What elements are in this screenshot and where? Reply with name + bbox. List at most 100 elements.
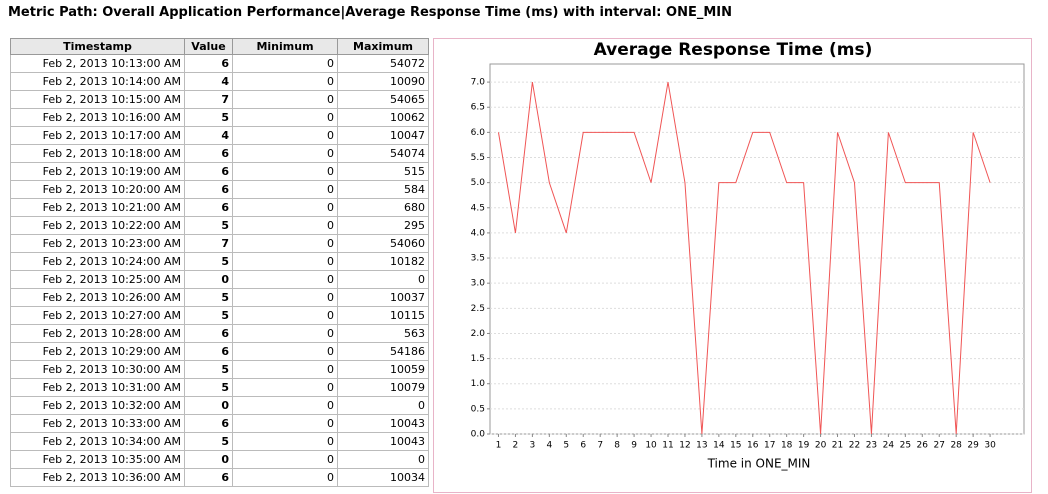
column-header: Maximum bbox=[337, 38, 429, 55]
table-cell: 0 bbox=[232, 54, 338, 73]
x-tick-label: 18 bbox=[781, 441, 793, 451]
table-cell: Feb 2, 2013 10:28:00 AM bbox=[10, 324, 185, 343]
table-row: Feb 2, 2013 10:29:00 AM 6 0 54186 bbox=[10, 342, 429, 361]
table-cell: 5 bbox=[184, 252, 233, 271]
table-cell: 0 bbox=[337, 396, 429, 415]
table-cell: 0 bbox=[232, 216, 338, 235]
table-row: Feb 2, 2013 10:21:00 AM 6 0 680 bbox=[10, 198, 429, 217]
table-row: Feb 2, 2013 10:34:00 AM 5 0 10043 bbox=[10, 432, 429, 451]
y-tick-label: 2.5 bbox=[471, 304, 485, 314]
chart-title: Average Response Time (ms) bbox=[594, 40, 873, 60]
table-cell: 54065 bbox=[337, 90, 429, 109]
table-row: Feb 2, 2013 10:35:00 AM 0 0 0 bbox=[10, 450, 429, 469]
x-tick-label: 3 bbox=[530, 441, 536, 451]
table-cell: 0 bbox=[184, 450, 233, 469]
table-row: Feb 2, 2013 10:14:00 AM 4 0 10090 bbox=[10, 72, 429, 91]
x-tick-label: 24 bbox=[883, 441, 895, 451]
table-cell: 0 bbox=[232, 270, 338, 289]
table-row: Feb 2, 2013 10:31:00 AM 5 0 10079 bbox=[10, 378, 429, 397]
x-tick-label: 23 bbox=[866, 441, 877, 451]
table-cell: 10090 bbox=[337, 72, 429, 91]
x-tick-label: 2 bbox=[513, 441, 519, 451]
table-cell: Feb 2, 2013 10:16:00 AM bbox=[10, 108, 185, 127]
table-cell: 10059 bbox=[337, 360, 429, 379]
x-tick-label: 6 bbox=[580, 441, 586, 451]
table-cell: 10182 bbox=[337, 252, 429, 271]
x-tick-label: 26 bbox=[917, 441, 929, 451]
x-tick-label: 22 bbox=[849, 441, 860, 451]
x-tick-label: 10 bbox=[645, 441, 657, 451]
x-tick-label: 9 bbox=[631, 441, 637, 451]
x-axis-label: Time in ONE_MIN bbox=[707, 457, 811, 471]
table-cell: 6 bbox=[184, 324, 233, 343]
y-tick-label: 6.5 bbox=[471, 103, 485, 113]
table-cell: 680 bbox=[337, 198, 429, 217]
table-cell: Feb 2, 2013 10:24:00 AM bbox=[10, 252, 185, 271]
table-cell: Feb 2, 2013 10:17:00 AM bbox=[10, 126, 185, 145]
data-table: Timestamp Value Minimum Maximum Feb 2, 2013… bbox=[10, 38, 429, 487]
table-row: Feb 2, 2013 10:18:00 AM 6 0 54074 bbox=[10, 144, 429, 163]
chart: Average Response Time (ms) Time in ONE_M… bbox=[433, 38, 1032, 493]
table-cell: Feb 2, 2013 10:20:00 AM bbox=[10, 180, 185, 199]
table-cell: 0 bbox=[232, 144, 338, 163]
x-tick-label: 30 bbox=[984, 441, 996, 451]
table-cell: 5 bbox=[184, 288, 233, 307]
table-cell: 54074 bbox=[337, 144, 429, 163]
x-tick-label: 19 bbox=[798, 441, 810, 451]
table-row: Feb 2, 2013 10:36:00 AM 6 0 10034 bbox=[10, 468, 429, 487]
table-cell: 6 bbox=[184, 180, 233, 199]
table-cell: Feb 2, 2013 10:26:00 AM bbox=[10, 288, 185, 307]
x-tick-label: 4 bbox=[546, 441, 552, 451]
table-cell: Feb 2, 2013 10:36:00 AM bbox=[10, 468, 185, 487]
table-cell: 0 bbox=[337, 270, 429, 289]
table-row: Feb 2, 2013 10:24:00 AM 5 0 10182 bbox=[10, 252, 429, 271]
table-cell: 6 bbox=[184, 144, 233, 163]
table-cell: Feb 2, 2013 10:30:00 AM bbox=[10, 360, 185, 379]
table-cell: Feb 2, 2013 10:33:00 AM bbox=[10, 414, 185, 433]
y-tick-label: 0.5 bbox=[471, 404, 485, 414]
table-cell: 6 bbox=[184, 414, 233, 433]
table-cell: 6 bbox=[184, 162, 233, 181]
column-header: Minimum bbox=[232, 38, 338, 55]
table-cell: 0 bbox=[232, 126, 338, 145]
table-cell: Feb 2, 2013 10:32:00 AM bbox=[10, 396, 185, 415]
x-tick-label: 16 bbox=[747, 441, 759, 451]
x-tick-label: 12 bbox=[679, 441, 690, 451]
table-cell: 0 bbox=[232, 468, 338, 487]
table-cell: Feb 2, 2013 10:14:00 AM bbox=[10, 72, 185, 91]
table-cell: 10043 bbox=[337, 432, 429, 451]
table-cell: 10043 bbox=[337, 414, 429, 433]
x-tick-label: 21 bbox=[832, 441, 843, 451]
x-tick-label: 1 bbox=[496, 441, 502, 451]
table-body: Feb 2, 2013 10:13:00 AM 6 0 54072 Feb 2, 201… bbox=[10, 54, 429, 487]
table-cell: 0 bbox=[184, 396, 233, 415]
y-tick-label: 3.0 bbox=[471, 279, 486, 289]
table-cell: 0 bbox=[232, 432, 338, 451]
table-cell: 0 bbox=[232, 342, 338, 361]
x-tick-label: 8 bbox=[614, 441, 620, 451]
table-cell: 10115 bbox=[337, 306, 429, 325]
table-cell: 10062 bbox=[337, 108, 429, 127]
table-cell: Feb 2, 2013 10:29:00 AM bbox=[10, 342, 185, 361]
table-cell: 7 bbox=[184, 234, 233, 253]
table-cell: 5 bbox=[184, 378, 233, 397]
table-row: Feb 2, 2013 10:23:00 AM 7 0 54060 bbox=[10, 234, 429, 253]
table-cell: 0 bbox=[232, 378, 338, 397]
table-cell: 0 bbox=[232, 108, 338, 127]
table-row: Feb 2, 2013 10:22:00 AM 5 0 295 bbox=[10, 216, 429, 235]
table-cell: Feb 2, 2013 10:27:00 AM bbox=[10, 306, 185, 325]
x-tick-label: 17 bbox=[764, 441, 775, 451]
table-cell: 0 bbox=[232, 288, 338, 307]
table-cell: 5 bbox=[184, 432, 233, 451]
table-cell: 584 bbox=[337, 180, 429, 199]
table-cell: 0 bbox=[337, 450, 429, 469]
table-cell: 0 bbox=[232, 360, 338, 379]
data-line bbox=[497, 82, 991, 435]
table-cell: Feb 2, 2013 10:23:00 AM bbox=[10, 234, 185, 253]
table-cell: 10079 bbox=[337, 378, 429, 397]
table-cell: 5 bbox=[184, 306, 233, 325]
table-row: Feb 2, 2013 10:27:00 AM 5 0 10115 bbox=[10, 306, 429, 325]
table-cell: 6 bbox=[184, 54, 233, 73]
table-cell: 54072 bbox=[337, 54, 429, 73]
